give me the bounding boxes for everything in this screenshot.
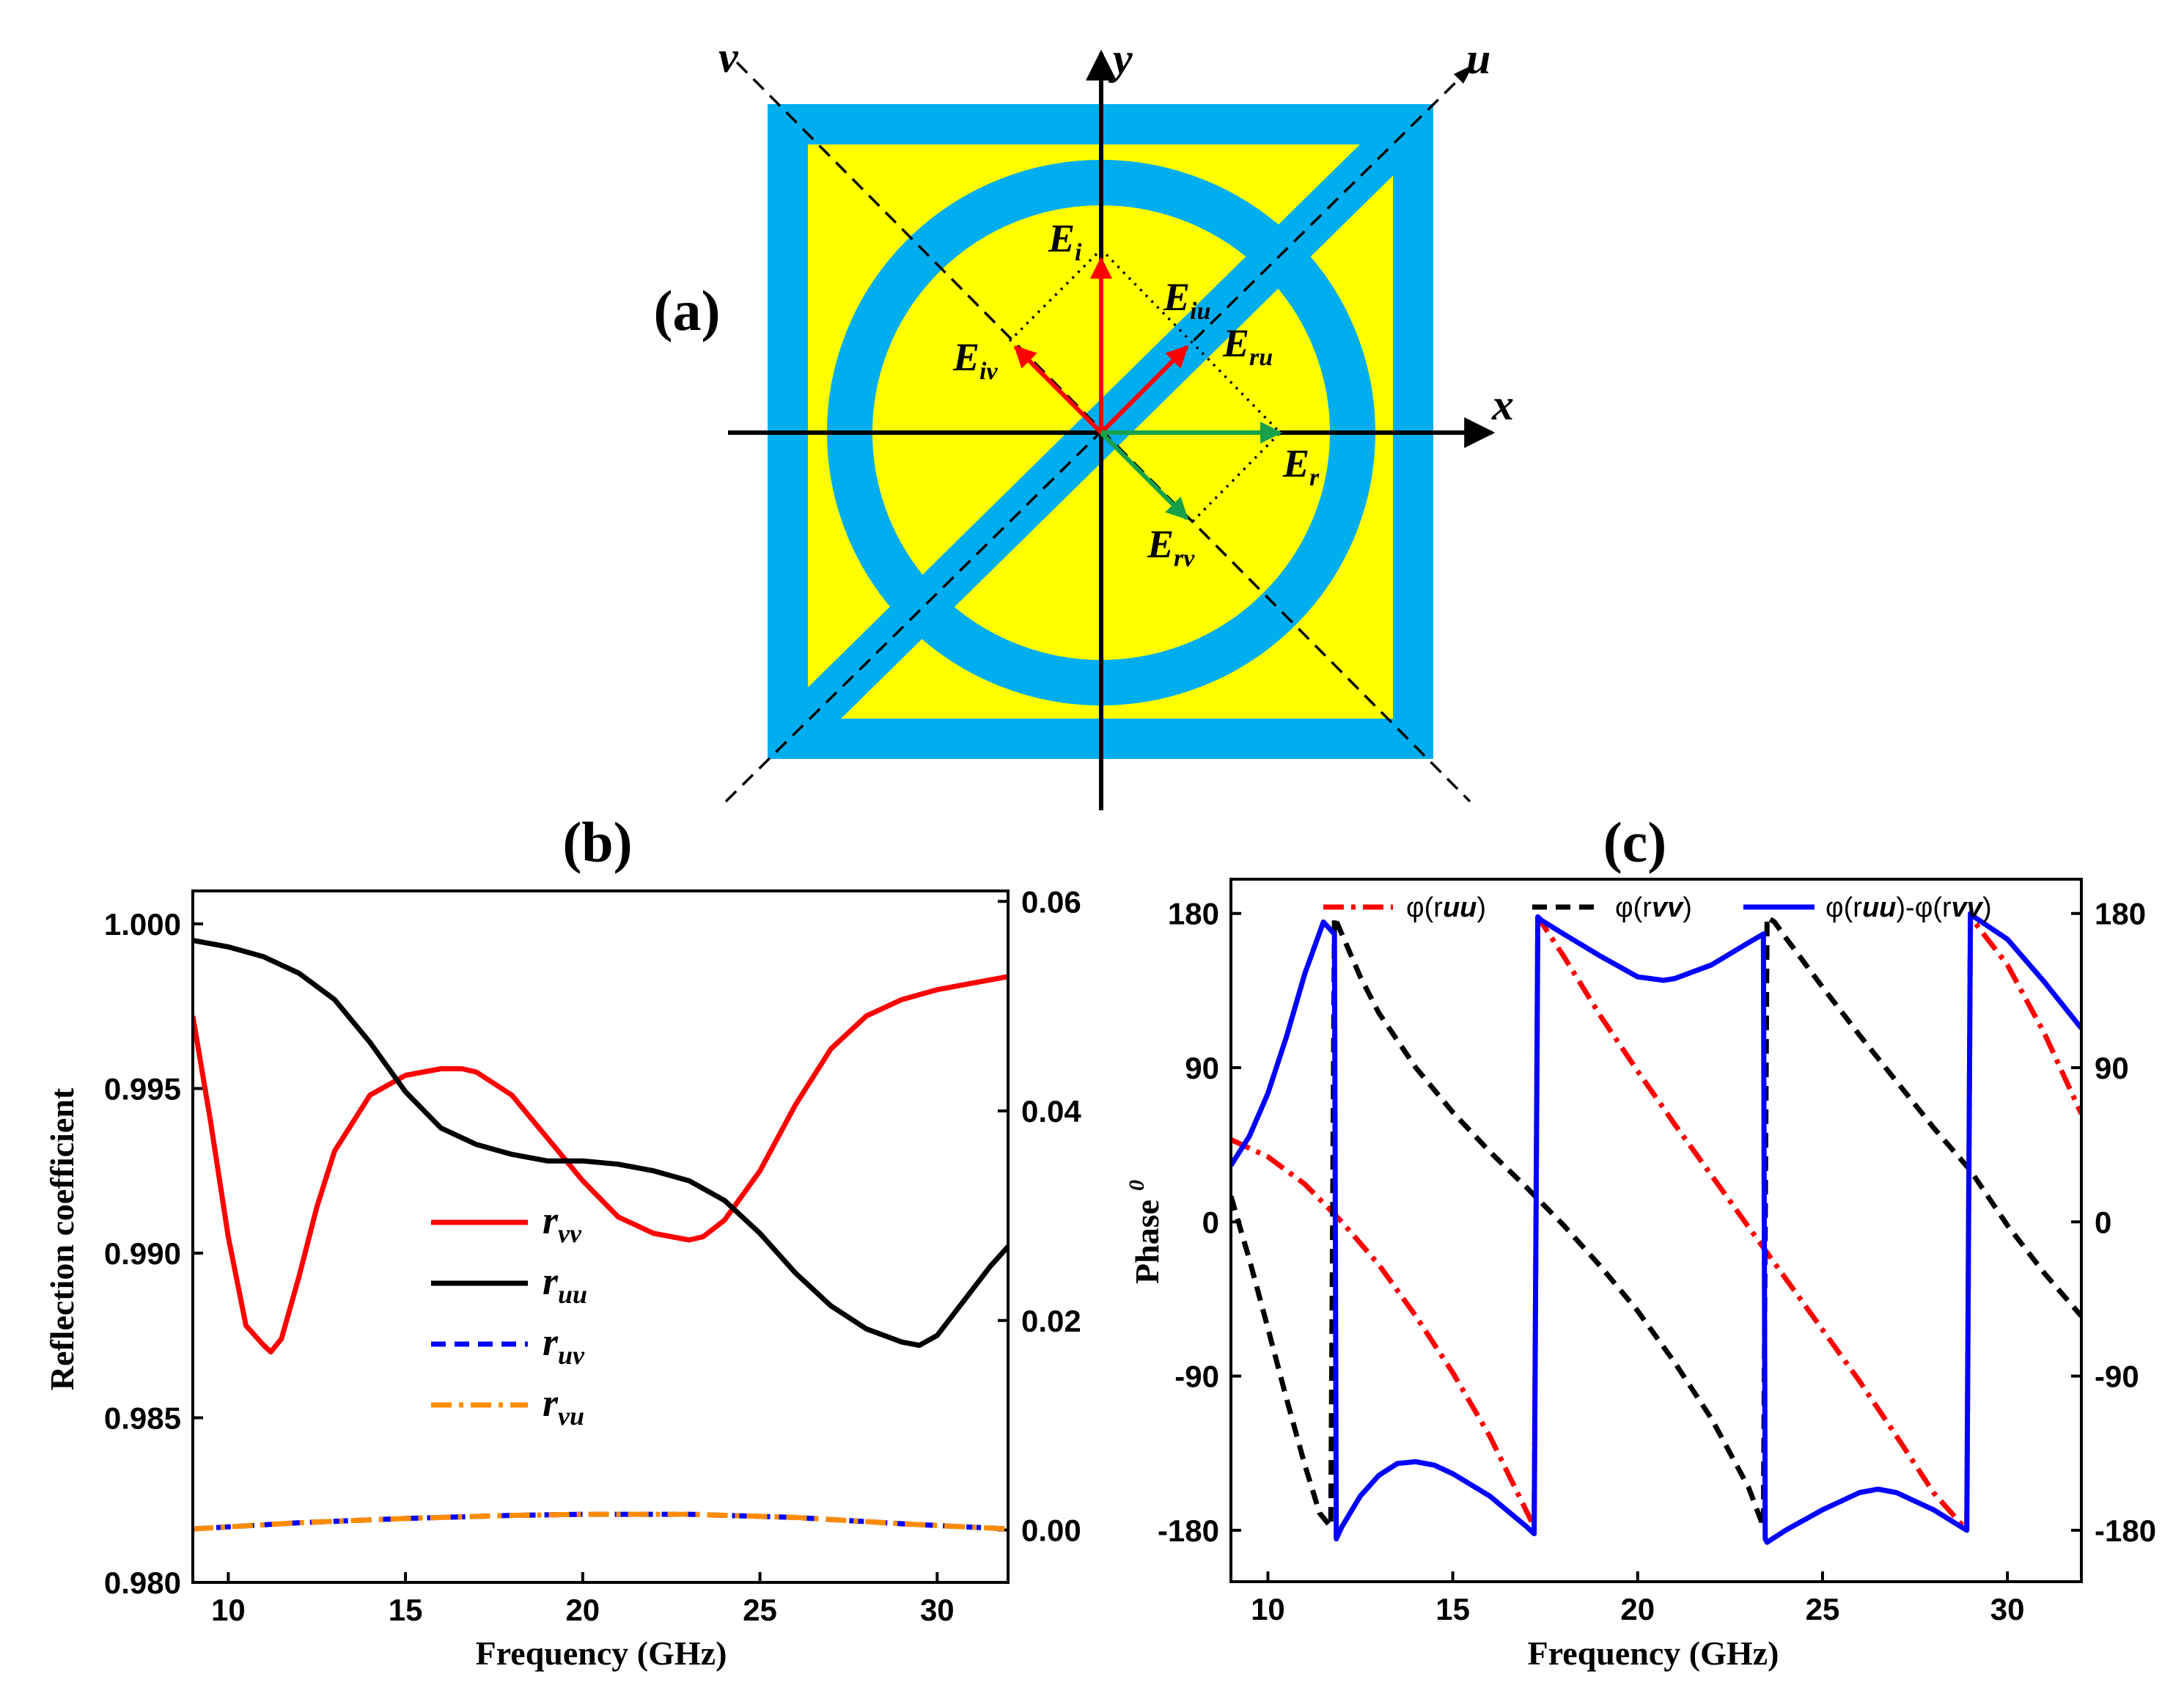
label-er: Er	[1282, 441, 1320, 491]
y-tick-label: -90	[1174, 1359, 1219, 1394]
panel-a-label: (a)	[654, 279, 721, 342]
x-tick-label: 15	[389, 1593, 423, 1627]
x-tick-label: 30	[1990, 1592, 2025, 1626]
label-erv: Erv	[1147, 522, 1195, 572]
y2-tick-label: 90	[2095, 1051, 2129, 1085]
y-axis-label: y	[1108, 34, 1133, 83]
y-tick-label: 0.980	[104, 1566, 181, 1600]
vector-eiu	[1099, 345, 1189, 435]
x-tick-label: 10	[211, 1593, 246, 1627]
y2-tick-label: 0.00	[1021, 1513, 1081, 1548]
y-axis-title-c: Phase0	[1125, 1180, 1166, 1284]
legend-label-phase-diff: φ(ruu)-φ(rvv)	[1825, 892, 1992, 923]
series-line-0-1	[193, 937, 1008, 1348]
series-line-1-0	[1231, 914, 2081, 1533]
u-axis-arrow-icon	[1454, 65, 1474, 84]
label-ei: Ei	[1048, 216, 1082, 266]
x-tick-label: 20	[565, 1593, 600, 1627]
legend-label-phase-ruu: φ(ruu)	[1406, 892, 1486, 923]
x-tick-label: 20	[1620, 1592, 1655, 1626]
label-eiu: Eiu	[1163, 275, 1210, 325]
panel-c-label: (c)	[1603, 810, 1667, 874]
legend-label-rvv: rvv	[543, 1198, 582, 1248]
u-axis	[724, 78, 1460, 803]
v-axis-label: v	[718, 33, 739, 81]
legend-label-ruu: ruu	[543, 1259, 587, 1309]
x-tick-label: 10	[1251, 1592, 1285, 1626]
x-tick-label: 25	[1806, 1592, 1840, 1626]
series-line-1-1	[1231, 914, 2081, 1530]
legend-b: rvv ruu ruv rvu	[431, 1198, 587, 1431]
y2-tick-label: -180	[2095, 1513, 2156, 1548]
vector-erv	[1099, 430, 1189, 521]
x-tick-label: 30	[920, 1593, 955, 1627]
label-eiv: Eiv	[952, 335, 998, 385]
diagram-panel: (a) x y u v Ei Eiu Eiv Eru Er	[654, 33, 1514, 810]
legend-label-phase-rvv: φ(rvv)	[1615, 892, 1692, 923]
chart-c: (c) 10 15 20 25 30 -180 -180 -90 -90 0 0 90 90 180 180…	[1125, 810, 2156, 1672]
y-tick-label: 0.990	[104, 1236, 181, 1271]
y-axis-title-b: Reflection coefficient	[43, 1087, 81, 1390]
series-line-0-3	[193, 1511, 1008, 1532]
y-tick-label: 1.000	[104, 907, 181, 942]
x-axis-title-c: Frequency (GHz)	[1528, 1634, 1779, 1672]
legend-label-rvu: rvu	[543, 1381, 584, 1431]
y2-tick-label: -90	[2095, 1359, 2139, 1394]
x-tick-label: 25	[743, 1593, 777, 1627]
u-axis-label: u	[1466, 34, 1490, 83]
vector-eiv	[1013, 345, 1103, 435]
series-line-0-0	[193, 974, 1008, 1355]
y2-tick-label: 0	[2095, 1205, 2111, 1239]
plot-frame-c	[1229, 878, 2083, 1583]
x-axis-title-b: Frequency (GHz)	[476, 1634, 727, 1672]
y-tick-label: 0.995	[104, 1071, 181, 1106]
label-eru: Eru	[1222, 321, 1273, 371]
y-tick-label: 0.985	[104, 1401, 181, 1435]
y-tick-label: 180	[1168, 897, 1219, 931]
y-tick-label: -180	[1158, 1513, 1219, 1548]
series-line-1-2	[1231, 911, 2081, 1545]
legend-c: φ(ruu) φ(rvv) φ(ruu)-φ(rvv)	[1323, 892, 1992, 923]
projection-lines	[1008, 247, 1282, 524]
y-tick-label: 90	[1185, 1051, 1219, 1085]
y2-tick-label: 180	[2095, 897, 2146, 931]
y2-tick-label: 0.02	[1021, 1304, 1081, 1338]
x-tick-label: 15	[1435, 1592, 1470, 1626]
legend-label-ruv: ruv	[543, 1320, 585, 1370]
series-line-0-2	[193, 1511, 1008, 1532]
y2-tick-label: 0.06	[1021, 884, 1081, 919]
chart-b: (b) 10 15 20 25 30 0.980 0.985 0.990 0.995 1.000 0…	[43, 810, 1081, 1672]
x-axis-label: x	[1491, 381, 1514, 429]
y-tick-label: 0	[1202, 1205, 1219, 1239]
plot-frame-b	[191, 889, 1010, 1584]
y2-tick-label: 0.04	[1021, 1094, 1081, 1129]
panel-b-label: (b)	[562, 810, 632, 874]
